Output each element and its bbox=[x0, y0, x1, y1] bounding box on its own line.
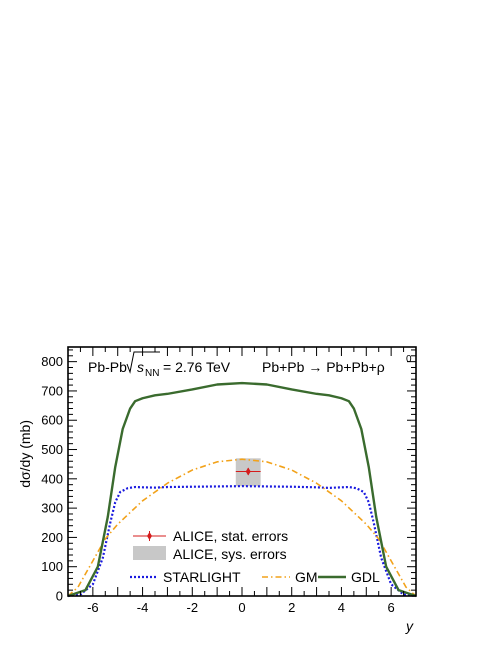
x-tick-label: -4 bbox=[137, 600, 149, 615]
series-layer bbox=[67, 381, 417, 598]
x-tick-label: -2 bbox=[187, 600, 199, 615]
legend-gm-label: GM bbox=[295, 569, 318, 585]
y-tick-label: 800 bbox=[41, 354, 63, 369]
title-energy: = 2.76 TeV bbox=[163, 359, 231, 375]
tick-layer bbox=[67, 347, 417, 597]
y-axis-title: dσ/dy (mb) bbox=[17, 420, 33, 488]
title-sqrt-sub: NN bbox=[145, 368, 159, 379]
sqrt-symbol bbox=[126, 351, 160, 374]
y-tick-label: 100 bbox=[41, 559, 63, 574]
title-reaction: Pb+Pb → Pb+Pb+ρ bbox=[262, 359, 385, 375]
series-line-gdl bbox=[67, 381, 417, 598]
x-tick-label: 6 bbox=[388, 600, 395, 615]
y-tick-label: 700 bbox=[41, 383, 63, 398]
series-line-starlight bbox=[67, 485, 417, 598]
legend-sys-swatch bbox=[133, 546, 166, 560]
measurement-point bbox=[245, 467, 251, 476]
y-tick-label: 200 bbox=[41, 530, 63, 545]
legend-starlight-label: STARLIGHT bbox=[163, 569, 241, 585]
x-tick-label: 0 bbox=[238, 600, 245, 615]
x-tick-label: -6 bbox=[87, 600, 99, 615]
y-tick-label: 400 bbox=[41, 471, 63, 486]
legend: ALICE, stat. errors ALICE, sys. errors S… bbox=[130, 528, 380, 585]
y-tick-label: 300 bbox=[41, 501, 63, 516]
title-collision: Pb-Pb bbox=[88, 359, 127, 375]
y-tick-label: 500 bbox=[41, 442, 63, 457]
legend-sys-label: ALICE, sys. errors bbox=[173, 546, 287, 562]
series-line-gm bbox=[67, 458, 417, 597]
legend-stat-marker bbox=[147, 532, 152, 540]
tick-label-layer: -6 -4 -2 0 2 4 6 0 100 200 300 400 500 600 700 800 bbox=[41, 354, 394, 615]
title-sqrt-s: s bbox=[137, 359, 144, 375]
y-tick-label: 0 bbox=[56, 589, 63, 604]
x-axis-title: y bbox=[405, 618, 414, 634]
legend-gdl-label: GDL bbox=[351, 569, 380, 585]
x-tick-label: 2 bbox=[288, 600, 295, 615]
y-tick-label: 600 bbox=[41, 413, 63, 428]
x-tick-label: 4 bbox=[338, 600, 345, 615]
title-reaction-sup: 0 bbox=[406, 354, 412, 365]
measurement-layer bbox=[235, 467, 261, 476]
legend-stat-label: ALICE, stat. errors bbox=[173, 528, 288, 544]
